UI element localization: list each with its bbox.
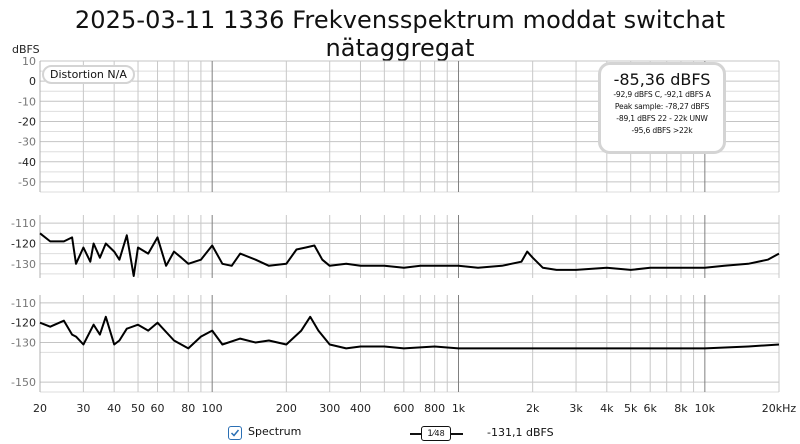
svg-text:-10: -10: [18, 95, 36, 108]
checkmark-icon: [230, 429, 240, 437]
weighted-levels: -92,9 dBFS C, -92,1 dBFS A: [613, 90, 711, 99]
spectrum-checkbox-label[interactable]: Spectrum: [248, 425, 302, 438]
svg-text:8k: 8k: [674, 402, 688, 415]
svg-text:30: 30: [76, 402, 90, 415]
svg-text:100: 100: [202, 402, 223, 415]
svg-text:40: 40: [107, 402, 121, 415]
svg-text:-120: -120: [11, 317, 36, 330]
spectrum-checkbox[interactable]: [228, 426, 242, 440]
svg-text:-50: -50: [18, 176, 36, 189]
legend-line-left: [410, 433, 422, 435]
chart-title: 2025-03-11 1336 Frekvensspektrum moddat …: [74, 6, 726, 62]
svg-text:2k: 2k: [526, 402, 540, 415]
svg-text:0: 0: [29, 75, 36, 88]
svg-text:300: 300: [319, 402, 340, 415]
svg-text:800: 800: [424, 402, 445, 415]
svg-text:-150: -150: [11, 376, 36, 389]
svg-text:-120: -120: [11, 237, 36, 250]
svg-text:1k: 1k: [452, 402, 466, 415]
x-axis-ticks: 20 30 40 50 60 80 100 200 300 400 600 800 1k 2k 3k 4k 5k…: [33, 402, 796, 415]
y-axis-ticks: 10 0 -10 -20 -30 -40 -50 -110 -120 -130 -110 -120 -1…: [11, 55, 36, 389]
above-22k-level: -95,6 dBFS >22k: [631, 126, 693, 135]
svg-text:20: 20: [33, 402, 47, 415]
distortion-badge: Distortion N/A: [42, 65, 135, 84]
svg-text:-110: -110: [11, 217, 36, 230]
peak-sample: Peak sample: -78,27 dBFS: [614, 102, 710, 111]
smoothing-selector[interactable]: 1⁄48: [410, 426, 463, 442]
svg-text:-130: -130: [11, 337, 36, 350]
svg-text:200: 200: [276, 402, 297, 415]
svg-text:50: 50: [131, 402, 145, 415]
svg-text:10: 10: [22, 55, 36, 68]
smoothing-denominator: 48: [434, 429, 445, 438]
svg-text:400: 400: [350, 402, 371, 415]
svg-text:5k: 5k: [624, 402, 638, 415]
level-stats-panel: -85,36 dBFS -92,9 dBFS C, -92,1 dBFS A P…: [598, 62, 726, 154]
svg-text:-110: -110: [11, 297, 36, 310]
svg-text:600: 600: [393, 402, 414, 415]
cursor-level-readout: -131,1 dBFS: [487, 426, 554, 439]
svg-text:-20: -20: [18, 115, 36, 128]
svg-text:-30: -30: [18, 136, 36, 149]
svg-text:-40: -40: [18, 156, 36, 169]
svg-text:80: 80: [181, 402, 195, 415]
y-axis-unit-label: dBFS: [12, 43, 40, 56]
svg-text:4k: 4k: [600, 402, 614, 415]
legend-line-right: [451, 433, 463, 435]
svg-text:60: 60: [151, 402, 165, 415]
spectrum-traces: [39, 232, 780, 350]
svg-text:3k: 3k: [569, 402, 583, 415]
smoothing-numerator: 1: [427, 429, 434, 439]
svg-text:10k: 10k: [695, 402, 716, 415]
overall-level: -85,36 dBFS: [613, 70, 711, 89]
svg-text:6k: 6k: [644, 402, 658, 415]
svg-text:20kHz: 20kHz: [762, 402, 797, 415]
smoothing-fraction[interactable]: 1⁄48: [421, 426, 451, 441]
unweighted-band-level: -89,1 dBFS 22 - 22k UNW: [616, 114, 708, 123]
svg-text:-130: -130: [11, 258, 36, 271]
